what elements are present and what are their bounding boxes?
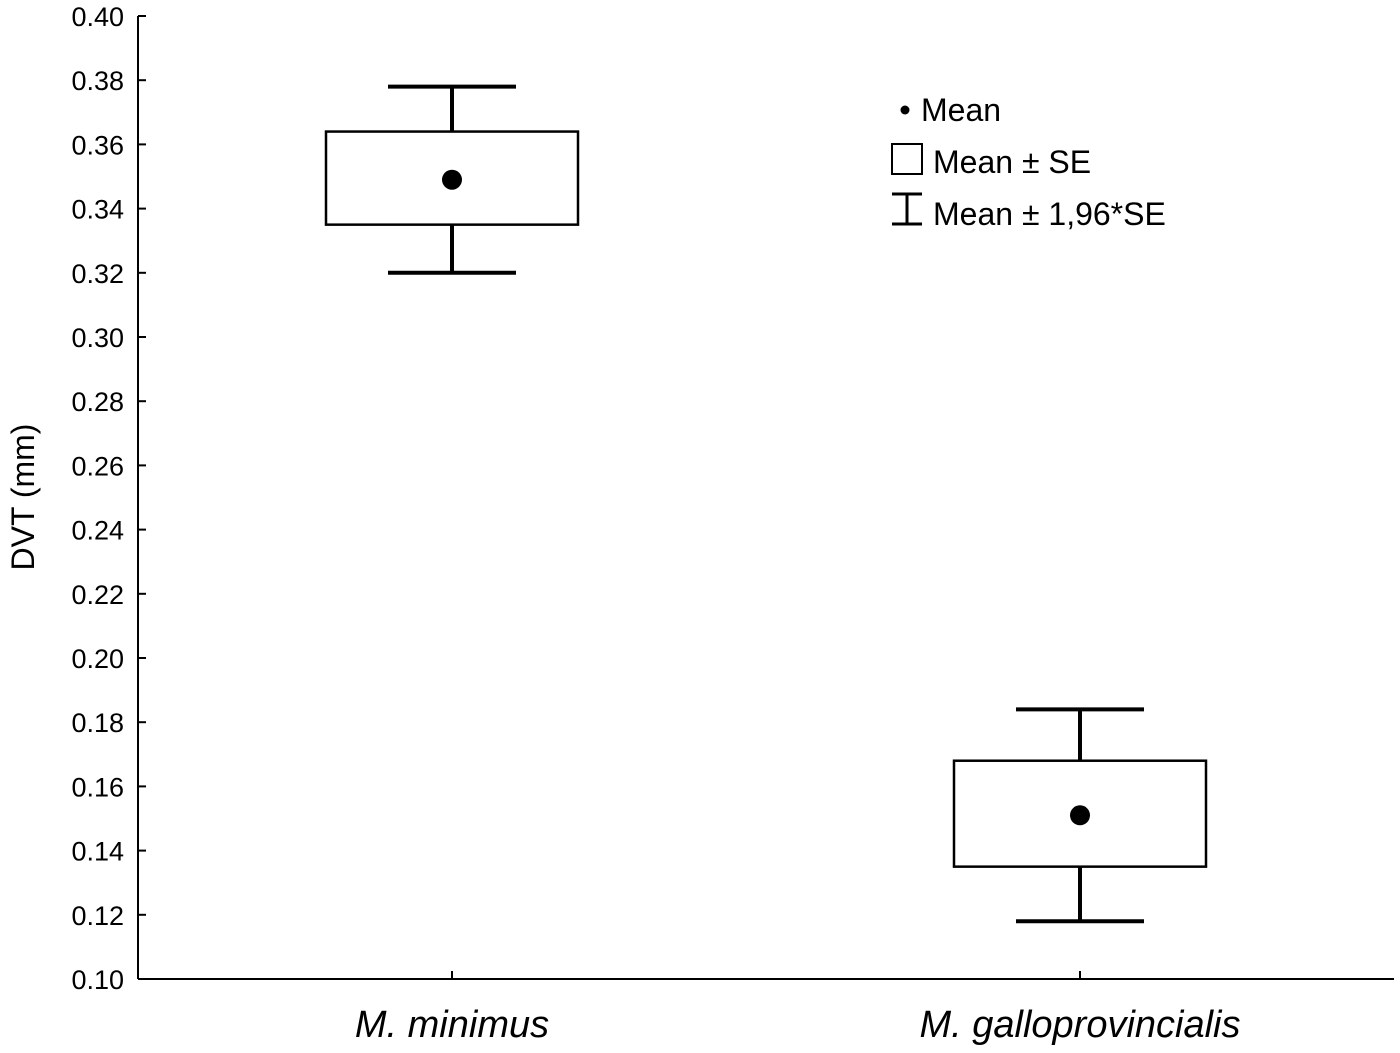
y-tick-label: 0.24 — [71, 516, 124, 546]
y-tick-label: 0.26 — [71, 451, 124, 481]
box-group — [952, 707, 1208, 924]
y-tick-label: 0.38 — [71, 66, 124, 96]
y-axis-title: DVT (mm) — [5, 424, 41, 571]
legend-mean-dot-icon — [900, 105, 910, 115]
x-tick-label: M. galloprovincialis — [919, 1004, 1240, 1046]
plot-marks — [324, 84, 1208, 924]
y-tick-label: 0.36 — [71, 130, 124, 160]
y-tick-label: 0.32 — [71, 259, 124, 289]
y-tick-label: 0.16 — [71, 772, 124, 802]
box-group — [324, 84, 580, 275]
y-tick-label: 0.18 — [71, 708, 124, 738]
axes — [137, 16, 1394, 980]
mean-point — [442, 169, 462, 190]
legend-label: Mean ± SE — [933, 144, 1091, 180]
y-tick-label: 0.34 — [71, 195, 124, 225]
legend-se-box-icon — [891, 143, 923, 175]
legend-label: Mean ± 1,96*SE — [933, 196, 1166, 232]
y-tick-label: 0.40 — [71, 2, 124, 32]
y-axis-ticks: 0.10 0.12 0.14 0.16 0.18 0.20 0.22 0.24 0.26 0.28… — [71, 2, 146, 995]
y-tick-label: 0.10 — [71, 965, 124, 995]
x-axis-ticks: M. minimus M. galloprovincialis — [355, 971, 1241, 1046]
y-tick-label: 0.20 — [71, 644, 124, 674]
y-tick-label: 0.30 — [71, 323, 124, 353]
y-tick-label: 0.28 — [71, 387, 124, 417]
y-tick-label: 0.22 — [71, 580, 124, 610]
y-tick-label: 0.14 — [71, 837, 124, 867]
legend: Mean Mean ± SE Mean ± 1,96*SE — [891, 92, 1166, 232]
mean-point — [1070, 805, 1090, 826]
legend-label: Mean — [921, 92, 1001, 128]
y-tick-label: 0.12 — [71, 901, 124, 931]
x-tick-label: M. minimus — [355, 1004, 549, 1046]
